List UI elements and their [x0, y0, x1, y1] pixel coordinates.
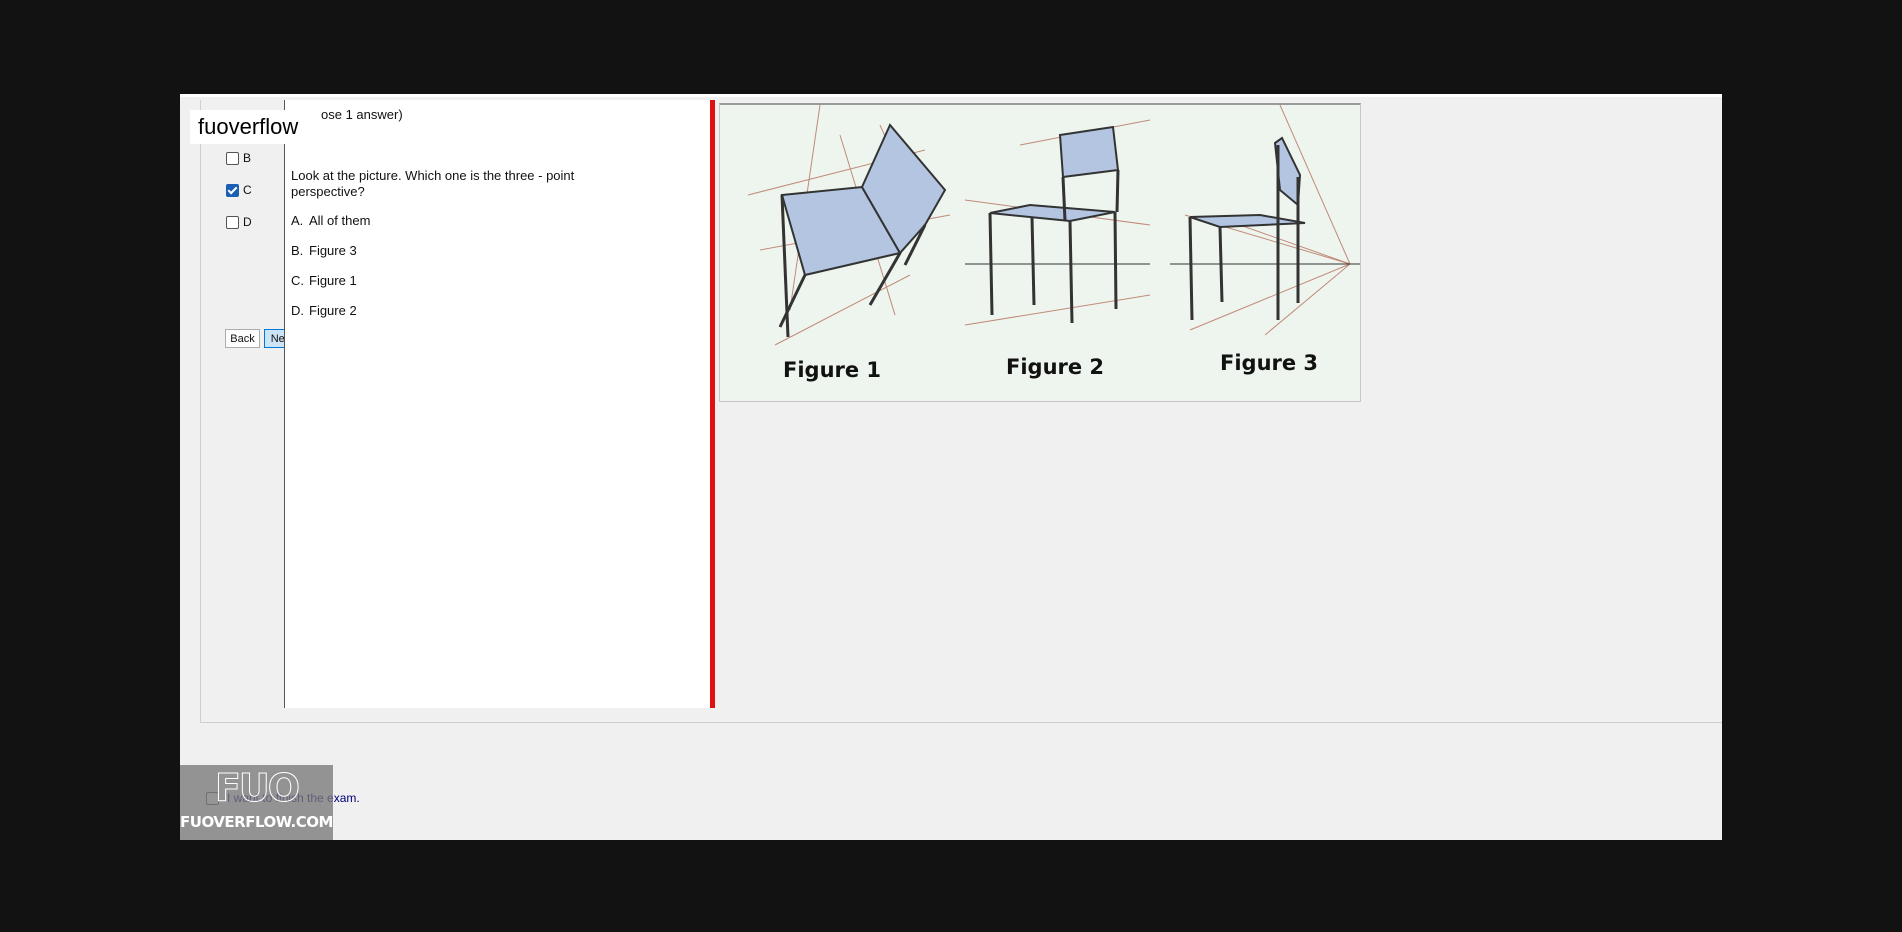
watermark-logo-text: FUO — [214, 766, 300, 811]
answer-option-label: B — [243, 151, 252, 165]
figure-3-drawing — [1170, 105, 1360, 336]
question-image: Figure 1 Figure 2 Figure 3 — [719, 103, 1361, 402]
option-text: All of them — [309, 213, 371, 228]
option-letter: A. — [291, 213, 304, 228]
option-letter: D. — [291, 303, 304, 318]
checkbox-b[interactable] — [226, 152, 239, 165]
watermark-url: FUOVERFLOW.COM — [180, 813, 333, 831]
question-option-c: C. Figure 1 — [291, 273, 357, 288]
question-header: ose 1 answer) — [321, 107, 403, 122]
option-letter: B. — [291, 243, 304, 258]
figure-2-drawing — [964, 119, 1151, 326]
panel-divider[interactable] — [710, 100, 715, 708]
question-text: Look at the picture. Which one is the th… — [291, 168, 575, 199]
option-letter: C. — [291, 273, 304, 288]
question-option-a: A. All of them — [291, 213, 370, 228]
answer-option-label: C — [243, 183, 252, 197]
fuoverflow-logo: fuoverflow — [190, 110, 306, 144]
back-button[interactable]: Back — [225, 329, 260, 348]
answer-sheet: B C D Back Next — [200, 100, 300, 708]
exam-window: B C D Back Next ose 1 answer) Look at th… — [180, 94, 1722, 840]
question-option-d: D. Figure 2 — [291, 303, 357, 318]
option-text: Figure 1 — [309, 273, 357, 288]
figure-2-label: Figure 2 — [1006, 355, 1105, 379]
question-panel: ose 1 answer) Look at the picture. Which… — [284, 100, 710, 708]
option-text: Figure 2 — [309, 303, 357, 318]
figure-1-drawing — [747, 105, 951, 346]
figure-3-label: Figure 3 — [1220, 351, 1319, 375]
checkbox-d[interactable] — [226, 216, 239, 229]
figure-1-label: Figure 1 — [783, 358, 882, 382]
chair-perspective-illustration — [747, 105, 1360, 346]
content-frame — [200, 100, 1722, 723]
fuoverflow-watermark: FUO FUOVERFLOW.COM — [180, 765, 333, 840]
answer-option-label: D — [243, 215, 252, 229]
option-text: Figure 3 — [309, 243, 357, 258]
question-option-b: B. Figure 3 — [291, 243, 357, 258]
checkbox-c[interactable] — [226, 184, 239, 197]
